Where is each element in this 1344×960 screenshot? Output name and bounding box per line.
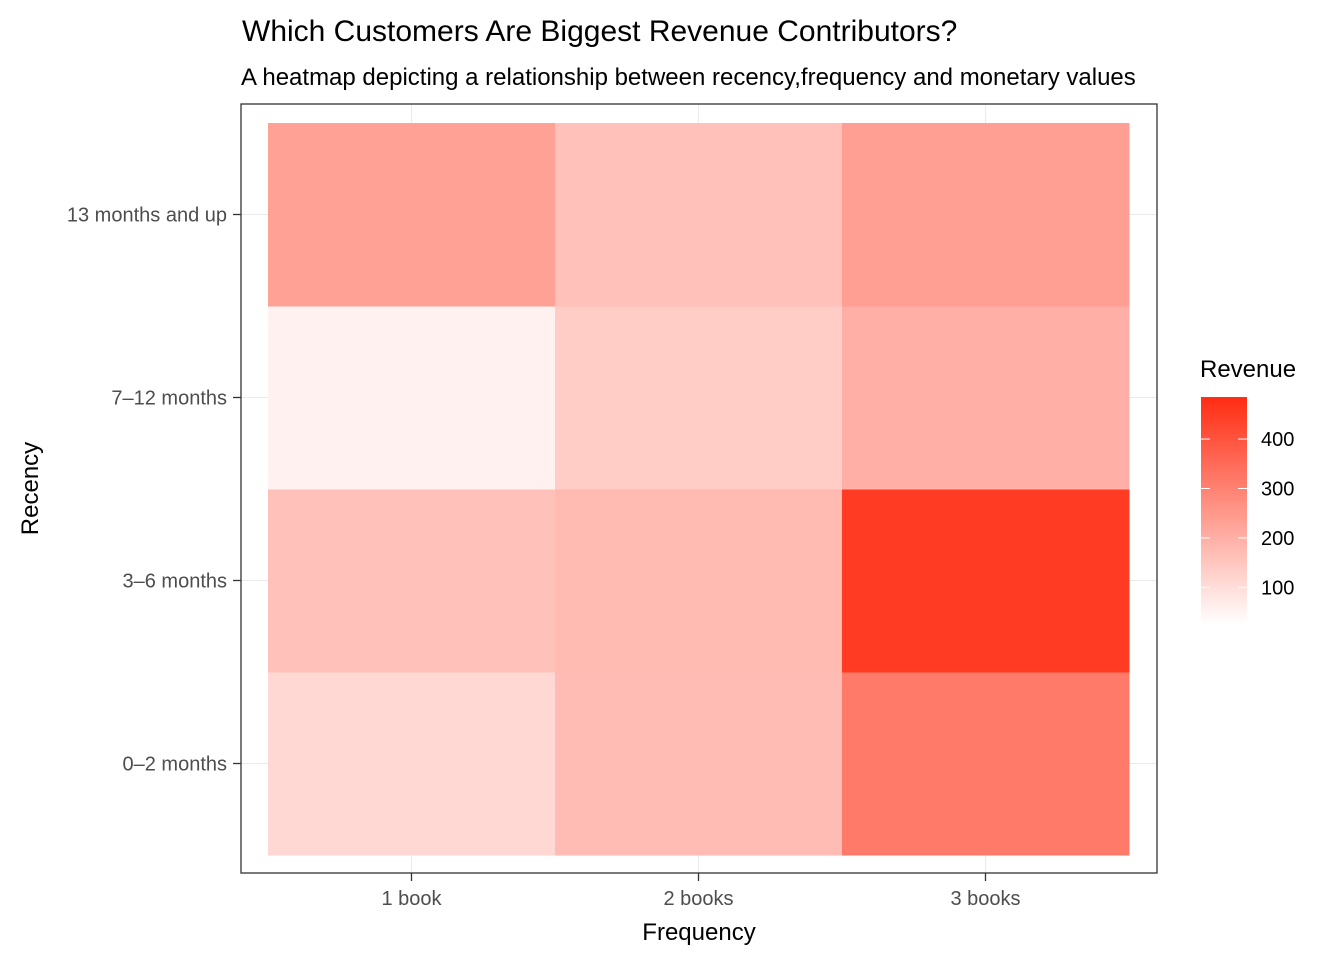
heatmap-cell [842,489,1130,673]
y-tick-label: 7–12 months [111,388,227,410]
x-tick-label: 1 book [381,888,442,910]
legend-gradient-step [1201,505,1247,511]
heatmap-cell [555,672,843,856]
legend-gradient-step [1201,460,1247,466]
legend-gradient-step [1201,520,1247,526]
legend-gradient-step [1201,487,1247,492]
legend-tick-label: 100 [1261,577,1294,599]
legend-gradient-step [1201,532,1247,537]
chart-subtitle: A heatmap depicting a relationship betwe… [241,64,1136,91]
legend-gradient-step [1201,423,1247,428]
legend-gradient-step [1201,569,1247,574]
legend-color-bar [1201,397,1247,623]
legend-gradient-step [1201,517,1247,522]
legend-gradient-step [1201,404,1247,409]
legend-gradient-step [1201,442,1247,447]
x-axis-title: Frequency [642,919,755,946]
legend-gradient-step [1201,427,1247,432]
x-tick-label: 2 books [663,888,733,910]
heatmap-cell [555,489,843,673]
legend-gradient-step [1201,415,1247,421]
legend-gradient-step [1201,595,1247,601]
legend-gradient-step [1201,535,1247,541]
legend-gradient-step [1201,438,1247,443]
legend-gradient-step [1201,513,1247,518]
legend-gradient-step [1201,430,1247,436]
legend-gradient-step [1201,528,1247,533]
legend-gradient-step [1201,464,1247,469]
legend-gradient-step [1201,457,1247,462]
x-tick-label: 3 books [950,888,1020,910]
legend-gradient-step [1201,475,1247,481]
legend-gradient-step [1201,610,1247,616]
heatmap-cell [555,306,843,490]
legend-gradient-step [1201,434,1247,439]
legend-gradient-step [1201,558,1247,563]
legend-tick-label: 300 [1261,478,1294,500]
legend-gradient-step [1201,419,1247,424]
legend-gradient-step [1201,468,1247,473]
legend: Revenue 100 200 300 400 [1200,356,1296,623]
heatmap-cell [268,489,556,673]
legend-gradient-step [1201,539,1247,544]
legend-gradient-step [1201,445,1247,451]
heatmap-cell [842,306,1130,490]
heatmap-cell [268,123,556,307]
legend-gradient-step [1201,494,1247,499]
legend-gradient-step [1201,550,1247,556]
legend-gradient-step [1201,573,1247,578]
y-tick-label: 13 months and up [67,205,227,227]
legend-gradient-step [1201,490,1247,496]
legend-gradient-step [1201,547,1247,552]
legend-gradient-step [1201,614,1247,619]
legend-gradient-step [1201,397,1247,402]
y-axis-title: Recency [17,442,44,535]
legend-gradient-step [1201,472,1247,477]
heatmap-cell [268,672,556,856]
legend-gradient-step [1201,498,1247,503]
legend-gradient-step [1201,543,1247,548]
heatmap-cell [555,123,843,307]
legend-gradient-step [1201,562,1247,567]
heatmap-cells [268,123,1130,856]
legend-gradient-step [1201,577,1247,582]
legend-gradient-step [1201,592,1247,597]
x-axis-ticks: 1 book 2 books 3 books [381,873,1021,910]
legend-tick-label: 400 [1261,429,1294,451]
legend-gradient-step [1201,524,1247,529]
legend-ticks: 100 200 300 400 [1201,429,1294,599]
legend-gradient-step [1201,618,1247,623]
heatmap-cell [842,123,1130,307]
y-tick-label: 3–6 months [122,571,227,593]
legend-gradient-step [1201,588,1247,593]
legend-gradient-step [1201,603,1247,608]
legend-title: Revenue [1200,356,1296,383]
legend-gradient-step [1201,509,1247,514]
legend-gradient-step [1201,453,1247,458]
legend-gradient-step [1201,502,1247,507]
legend-gradient-step [1201,400,1247,406]
legend-gradient-step [1201,584,1247,589]
legend-gradient-step [1201,479,1247,484]
chart-title: Which Customers Are Biggest Revenue Cont… [242,15,957,48]
legend-gradient-step [1201,412,1247,417]
legend-gradient-step [1201,408,1247,413]
legend-tick-label: 200 [1261,528,1294,550]
heatmap-cell [268,306,556,490]
legend-gradient-step [1201,483,1247,488]
legend-gradient-step [1201,554,1247,559]
legend-gradient-step [1201,580,1247,586]
legend-gradient-step [1201,607,1247,612]
legend-gradient-step [1201,449,1247,454]
legend-gradient-step [1201,599,1247,604]
legend-gradient-step [1201,565,1247,571]
heatmap-cell [842,672,1130,856]
y-axis-ticks: 0–2 months 3–6 months 7–12 months 13 months… [67,205,241,776]
y-tick-label: 0–2 months [122,754,227,776]
